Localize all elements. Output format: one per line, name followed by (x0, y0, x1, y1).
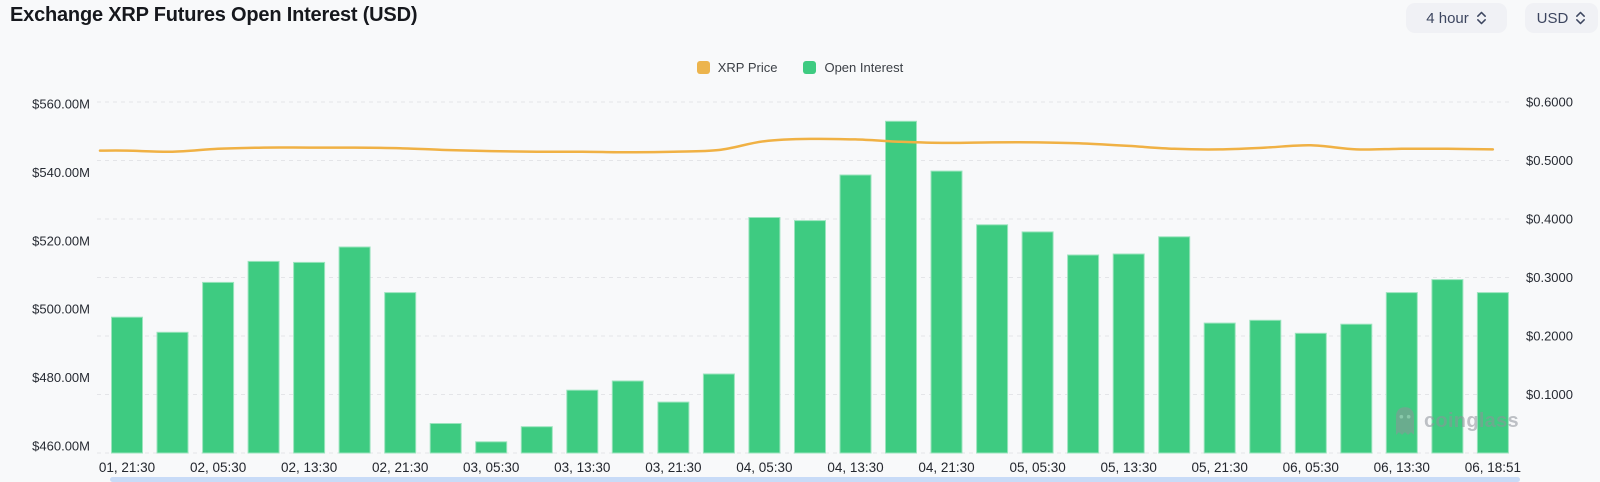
open-interest-bar[interactable] (384, 292, 417, 454)
left-axis-tick-label: $500.00M (32, 302, 90, 317)
x-axis-tick-label: 05, 21:30 (1192, 460, 1248, 475)
x-axis-tick-label: 06, 13:30 (1374, 460, 1430, 475)
open-interest-bar[interactable] (839, 174, 872, 454)
open-interest-bar[interactable] (930, 170, 963, 454)
legend-item-open-interest[interactable]: Open Interest (803, 60, 903, 75)
left-axis-tick-label: $560.00M (32, 97, 90, 112)
open-interest-bar[interactable] (1021, 231, 1054, 454)
open-interest-bar[interactable] (748, 217, 781, 454)
right-axis-tick-label: $0.5000 (1526, 153, 1573, 168)
open-interest-bar[interactable] (1385, 292, 1418, 454)
x-axis-tick-label: 04, 13:30 (827, 460, 883, 475)
legend-label: XRP Price (717, 60, 778, 75)
x-axis-tick-label: 02, 13:30 (281, 460, 337, 475)
right-axis-tick-label: $0.6000 (1526, 95, 1573, 110)
open-interest-bar[interactable] (1249, 319, 1282, 454)
unfold-chevrons-icon (1476, 11, 1486, 25)
x-axis-tick-label: 02, 05:30 (190, 460, 246, 475)
x-axis-tick-label: 05, 05:30 (1009, 460, 1065, 475)
xrp-price-swatch (696, 61, 710, 74)
open-interest-bar[interactable] (1294, 332, 1327, 454)
x-axis-tick-label: 03, 05:30 (463, 460, 519, 475)
right-axis-tick-label: $0.4000 (1526, 212, 1573, 227)
xrp-price-line (98, 137, 1495, 154)
open-interest-bar[interactable] (520, 426, 553, 454)
open-interest-bar[interactable] (1112, 253, 1145, 454)
open-interest-bar[interactable] (611, 380, 644, 454)
x-axis-tick-label: 03, 13:30 (554, 460, 610, 475)
x-axis-tick-label: 03, 21:30 (645, 460, 701, 475)
left-axis-tick-label: $540.00M (32, 165, 90, 180)
open-interest-bar[interactable] (1431, 279, 1464, 454)
open-interest-bar[interactable] (885, 120, 917, 454)
open-interest-bar[interactable] (429, 423, 462, 454)
x-axis-tick-label: 02, 21:30 (372, 460, 428, 475)
left-axis-tick-label: $520.00M (32, 233, 90, 248)
open-interest-bar[interactable] (794, 220, 826, 454)
x-axis-tick-label: 05, 13:30 (1101, 460, 1157, 475)
x-axis-tick-label: 04, 05:30 (736, 460, 792, 475)
x-axis-tick-label: 06, 18:51 (1465, 460, 1521, 475)
currency-dropdown[interactable]: USD (1525, 3, 1598, 33)
open-interest-bar[interactable] (976, 224, 1009, 454)
open-interest-bar[interactable] (247, 260, 280, 454)
open-interest-bar[interactable] (1203, 322, 1236, 454)
open-interest-bar[interactable] (1340, 323, 1373, 454)
interval-dropdown[interactable]: 4 hour (1406, 3, 1507, 33)
right-axis-tick-label: $0.2000 (1526, 329, 1573, 344)
left-axis-tick-label: $460.00M (32, 439, 90, 454)
right-axis-tick-label: $0.3000 (1526, 270, 1573, 285)
x-axis-tick-label: 04, 21:30 (918, 460, 974, 475)
legend-item-xrp-price[interactable]: XRP Price (696, 60, 778, 75)
legend-label: Open Interest (824, 60, 904, 75)
open-interest-bar[interactable] (1158, 236, 1191, 454)
open-interest-bar[interactable] (657, 401, 690, 454)
page-title: Exchange XRP Futures Open Interest (USD) (10, 4, 418, 26)
interval-dropdown-value: 4 hour (1426, 9, 1469, 27)
chart-legend: XRP Price Open Interest (0, 60, 1600, 75)
x-axis-tick-label: 01, 21:30 (99, 460, 155, 475)
x-axis-tick-label: 06, 05:30 (1283, 460, 1339, 475)
right-axis-tick-label: $0.1000 (1526, 387, 1573, 402)
open-interest-bar[interactable] (111, 316, 143, 454)
open-interest-bar[interactable] (156, 331, 189, 454)
chart-scrollbar[interactable] (110, 477, 1520, 482)
open-interest-bar[interactable] (702, 373, 735, 454)
open-interest-bar[interactable] (293, 261, 326, 454)
open-interest-bar[interactable] (566, 389, 599, 454)
unfold-chevrons-icon (1576, 11, 1586, 25)
currency-dropdown-value: USD (1536, 9, 1569, 27)
open-interest-bar[interactable] (202, 281, 235, 454)
open-interest-bar[interactable] (1067, 254, 1100, 454)
left-axis-tick-label: $480.00M (32, 370, 90, 385)
open-interest-swatch (803, 61, 817, 74)
open-interest-bar[interactable] (475, 441, 508, 454)
open-interest-bar[interactable] (1476, 292, 1509, 454)
open-interest-bar[interactable] (338, 246, 371, 454)
